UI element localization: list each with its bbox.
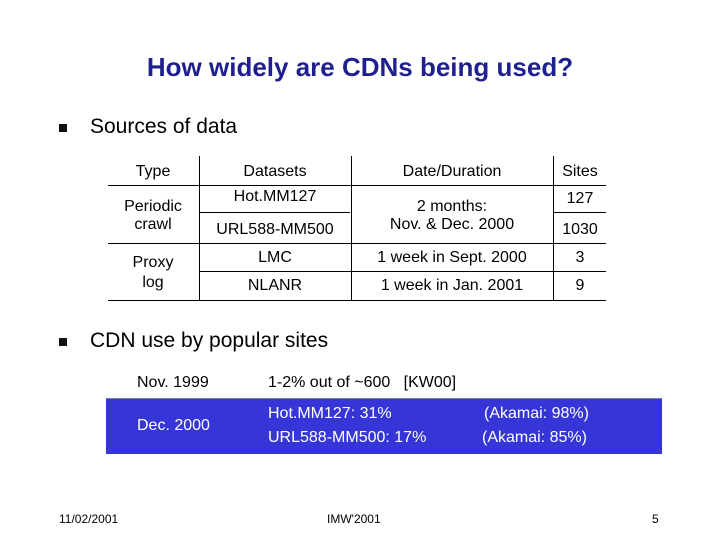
type-proxy-line1: Proxy — [132, 254, 174, 271]
type-periodic-line1: Periodic — [124, 198, 182, 215]
table-rule — [108, 185, 606, 186]
table-rule — [351, 156, 352, 300]
dataset-hotmm127: Hot.MM127 — [233, 188, 317, 205]
cdn-row-divider — [106, 398, 662, 399]
dataset-lmc: LMC — [258, 249, 292, 266]
dataset-url588: URL588-MM500 — [216, 221, 334, 238]
cdn-row-dec2000-highlight — [106, 398, 662, 454]
table-rule — [108, 300, 606, 301]
footer-page-number: 5 — [652, 512, 659, 526]
bullet-square-icon — [59, 124, 67, 132]
sites-hotmm127: 127 — [566, 190, 594, 207]
cdn-row-nov1999 — [106, 363, 662, 398]
sites-lmc: 3 — [575, 249, 585, 266]
sites-url588: 1030 — [562, 221, 598, 238]
footer-venue: IMW'2001 — [327, 512, 381, 526]
header-datasets: Datasets — [243, 163, 307, 180]
cdn-date-nov1999: Nov. 1999 — [137, 374, 209, 391]
table-rule — [554, 212, 606, 213]
table-rule — [108, 243, 606, 244]
cdn-hotmm127-share: Hot.MM127: 31% — [268, 405, 392, 422]
cdn-akamai-url588: (Akamai: 85%) — [482, 429, 587, 446]
duration-periodic-line2: Nov. & Dec. 2000 — [389, 216, 515, 233]
duration-lmc: 1 week in Sept. 2000 — [377, 249, 527, 266]
cdn-text-nov1999: 1-2% out of ~600 [KW00] — [268, 374, 457, 391]
slide-title: How widely are CDNs being used? — [146, 52, 574, 82]
dataset-nlanr: NLANR — [247, 277, 303, 294]
bullet-sources: Sources of data — [90, 115, 238, 138]
cdn-date-dec2000: Dec. 2000 — [137, 417, 210, 434]
table-rule — [200, 271, 606, 272]
bullet-cdn-use: CDN use by popular sites — [90, 329, 329, 352]
header-sites: Sites — [562, 163, 598, 180]
table-rule — [200, 212, 350, 213]
footer-date: 11/02/2001 — [59, 512, 119, 526]
table-rule — [199, 156, 200, 300]
sites-nlanr: 9 — [575, 277, 585, 294]
cdn-akamai-hotmm127: (Akamai: 98%) — [484, 405, 589, 422]
type-proxy-line2: log — [142, 274, 164, 291]
duration-periodic-line1: 2 months: — [416, 198, 488, 215]
duration-nlanr: 1 week in Jan. 2001 — [380, 277, 524, 294]
type-periodic-line2: crawl — [134, 216, 172, 233]
header-duration: Date/Duration — [402, 163, 502, 180]
table-rule — [553, 156, 554, 300]
bullet-square-icon — [59, 338, 67, 346]
cdn-url588-share: URL588-MM500: 17% — [268, 429, 427, 446]
header-type: Type — [135, 163, 171, 180]
